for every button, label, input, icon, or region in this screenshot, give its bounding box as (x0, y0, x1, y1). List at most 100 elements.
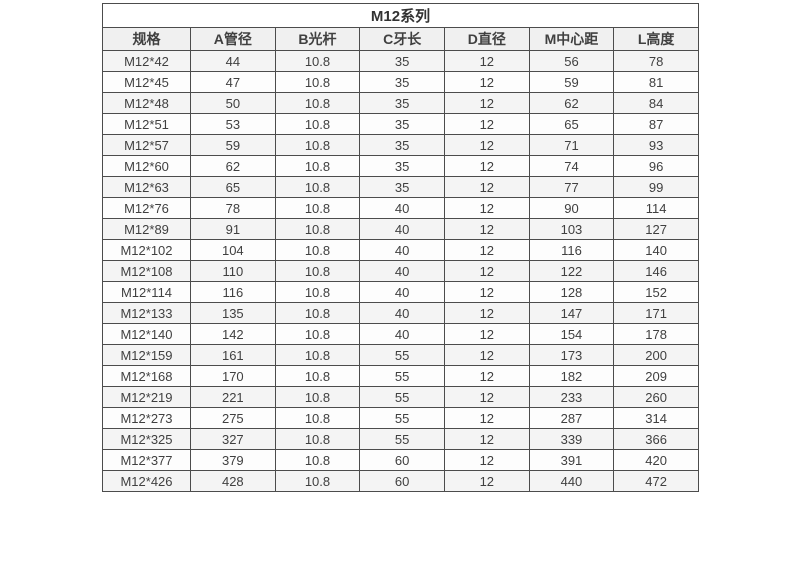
table-cell: M12*159 (102, 344, 191, 366)
table-cell: M12*140 (102, 323, 191, 345)
table-row: M12*273 275 10.8 55 12 287 314 (102, 407, 699, 429)
table-cell: 154 (528, 323, 615, 345)
table-cell: 116 (190, 281, 276, 303)
table-cell: 287 (528, 407, 615, 429)
table-row: M12*325 327 10.8 55 12 339 366 (102, 428, 699, 450)
table-cell: 55 (359, 344, 445, 366)
table-cell: 135 (190, 302, 276, 324)
table-cell: 200 (613, 344, 699, 366)
table-cell: 12 (443, 113, 530, 135)
table-cell: 40 (359, 197, 445, 219)
table-cell: 10.8 (274, 176, 361, 198)
title-row: M12系列 (102, 3, 699, 28)
table-cell: M12*60 (102, 155, 191, 177)
table-cell: 44 (190, 50, 276, 72)
table-cell: M12*63 (102, 176, 191, 198)
table-cell: 55 (359, 386, 445, 408)
table-cell: 12 (443, 365, 530, 387)
table-cell: 56 (528, 50, 615, 72)
table-cell: 178 (613, 323, 699, 345)
table-cell: M12*377 (102, 449, 191, 471)
table-cell: 78 (613, 50, 699, 72)
table-cell: M12*89 (102, 218, 191, 240)
table-cell: 182 (528, 365, 615, 387)
table-cell: 99 (613, 176, 699, 198)
table-cell: M12*48 (102, 92, 191, 114)
table-row: M12*426 428 10.8 60 12 440 472 (102, 470, 699, 492)
table-cell: 428 (190, 470, 276, 492)
table-cell: M12*426 (102, 470, 191, 492)
table-cell: 314 (613, 407, 699, 429)
table-row: M12*159 161 10.8 55 12 173 200 (102, 344, 699, 366)
table-row: M12*63 65 10.8 35 12 77 99 (102, 176, 699, 198)
table-cell: 233 (528, 386, 615, 408)
column-header-0: 规格 (102, 27, 191, 51)
table-cell: 40 (359, 302, 445, 324)
table-cell: 87 (613, 113, 699, 135)
table-cell: M12*133 (102, 302, 191, 324)
table-cell: M12*76 (102, 197, 191, 219)
table-cell: 10.8 (274, 386, 361, 408)
table-cell: 65 (528, 113, 615, 135)
table-cell: 12 (443, 281, 530, 303)
table-cell: 127 (613, 218, 699, 240)
table-cell: 12 (443, 470, 530, 492)
table-row: M12*377 379 10.8 60 12 391 420 (102, 449, 699, 471)
table-cell: 35 (359, 71, 445, 93)
table-cell: 10.8 (274, 239, 361, 261)
table-cell: M12*57 (102, 134, 191, 156)
table-cell: 12 (443, 344, 530, 366)
table-cell: 65 (190, 176, 276, 198)
table-cell: 391 (528, 449, 615, 471)
table-cell: 40 (359, 323, 445, 345)
table-cell: 96 (613, 155, 699, 177)
table-cell: 35 (359, 50, 445, 72)
table-cell: 10.8 (274, 197, 361, 219)
table-cell: 55 (359, 428, 445, 450)
table-cell: 91 (190, 218, 276, 240)
table-cell: 53 (190, 113, 276, 135)
table-cell: 12 (443, 407, 530, 429)
table-cell: 142 (190, 323, 276, 345)
table-cell: 209 (613, 365, 699, 387)
table-cell: M12*108 (102, 260, 191, 282)
table-cell: 114 (613, 197, 699, 219)
table-row: M12*51 53 10.8 35 12 65 87 (102, 113, 699, 135)
table-cell: 10.8 (274, 134, 361, 156)
table-cell: 327 (190, 428, 276, 450)
table-row: M12*89 91 10.8 40 12 103 127 (102, 218, 699, 240)
table-cell: 10.8 (274, 260, 361, 282)
table-cell: 339 (528, 428, 615, 450)
spec-table-container: M12系列 规格 A管径 B光杆 C牙长 D直径 M中心距 L高度 M12*42 44 10.8… (102, 3, 699, 492)
table-cell: 152 (613, 281, 699, 303)
table-cell: 55 (359, 365, 445, 387)
table-cell: 40 (359, 281, 445, 303)
table-row: M12*60 62 10.8 35 12 74 96 (102, 155, 699, 177)
table-cell: 35 (359, 92, 445, 114)
table-cell: 84 (613, 92, 699, 114)
table-cell: 170 (190, 365, 276, 387)
table-cell: 10.8 (274, 281, 361, 303)
table-cell: 60 (359, 470, 445, 492)
table-cell: M12*219 (102, 386, 191, 408)
table-cell: 171 (613, 302, 699, 324)
table-cell: 12 (443, 449, 530, 471)
table-row: M12*76 78 10.8 40 12 90 114 (102, 197, 699, 219)
table-cell: 10.8 (274, 113, 361, 135)
table-cell: M12*45 (102, 71, 191, 93)
table-cell: 10.8 (274, 365, 361, 387)
table-cell: M12*168 (102, 365, 191, 387)
table-row: M12*168 170 10.8 55 12 182 209 (102, 365, 699, 387)
table-cell: 147 (528, 302, 615, 324)
table-cell: 122 (528, 260, 615, 282)
table-cell: 260 (613, 386, 699, 408)
table-cell: 116 (528, 239, 615, 261)
table-cell: 12 (443, 71, 530, 93)
table-cell: 10.8 (274, 92, 361, 114)
table-cell: 10.8 (274, 155, 361, 177)
table-cell: 103 (528, 218, 615, 240)
header-row: 规格 A管径 B光杆 C牙长 D直径 M中心距 L高度 (102, 27, 699, 51)
table-cell: 10.8 (274, 302, 361, 324)
table-cell: 78 (190, 197, 276, 219)
table-cell: 173 (528, 344, 615, 366)
